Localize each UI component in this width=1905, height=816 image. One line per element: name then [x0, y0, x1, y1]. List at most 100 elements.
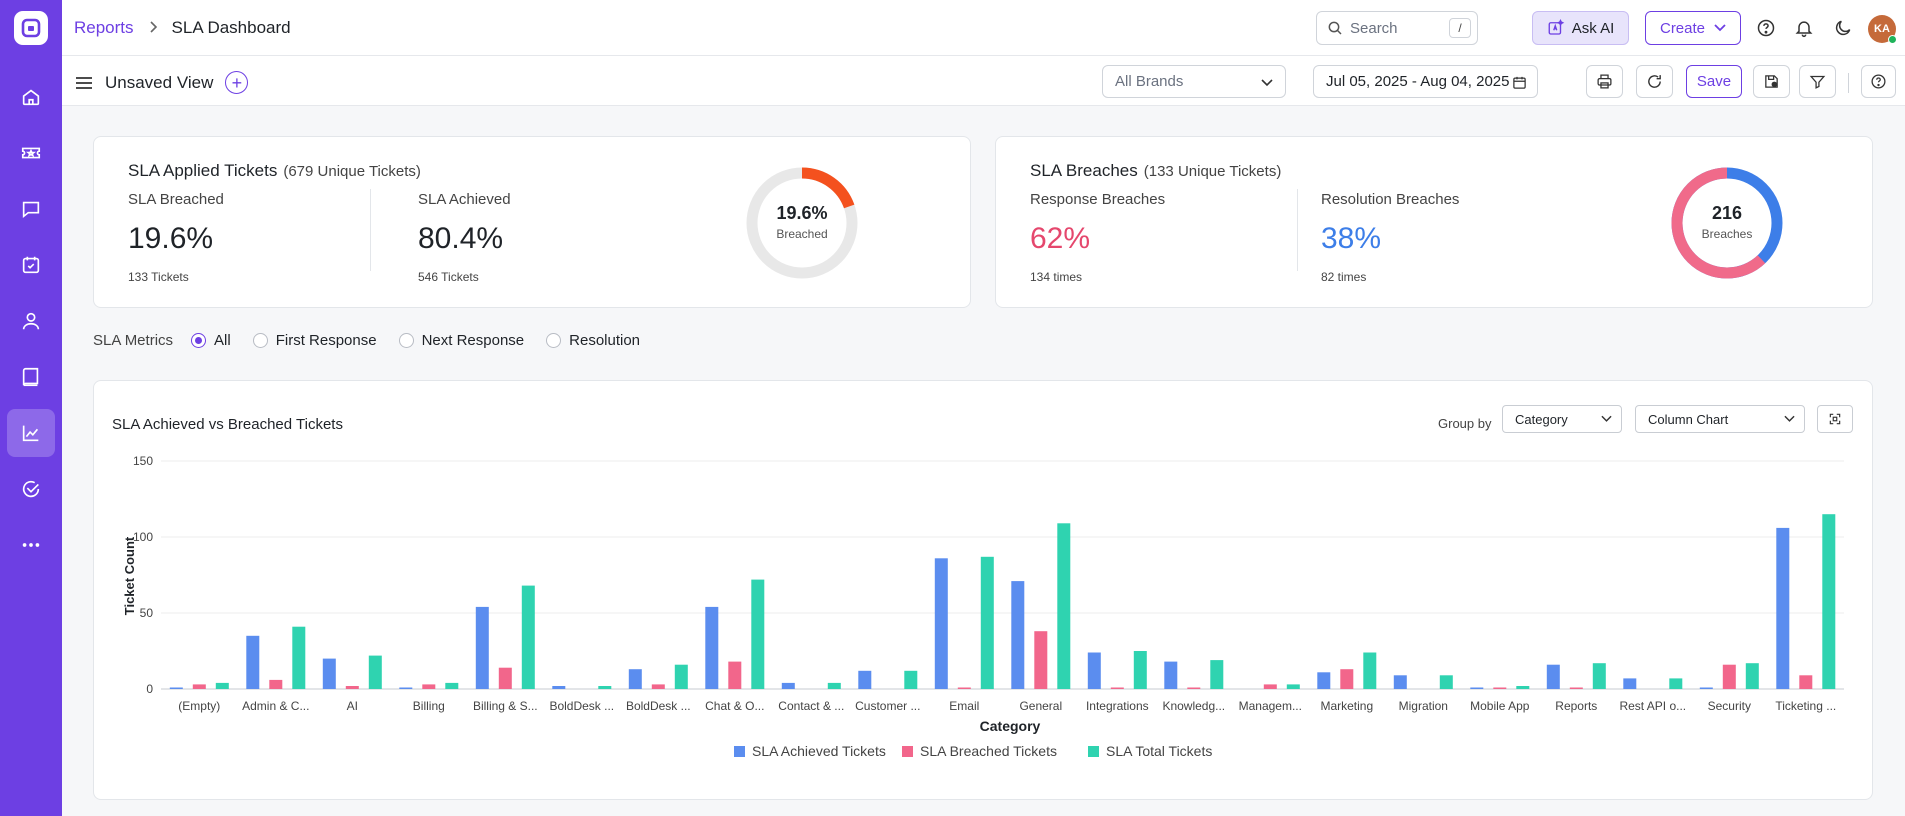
bar[interactable] — [1011, 581, 1025, 689]
bar[interactable] — [728, 661, 742, 689]
bar[interactable] — [781, 682, 795, 689]
bar[interactable] — [827, 682, 841, 689]
bar[interactable] — [169, 687, 183, 690]
add-view-button[interactable]: + — [225, 71, 249, 94]
bar[interactable] — [345, 686, 359, 689]
radio-circle[interactable] — [546, 333, 562, 348]
bar[interactable] — [1034, 631, 1048, 689]
app-logo[interactable] — [14, 11, 48, 45]
bar[interactable] — [1592, 663, 1606, 689]
bar[interactable] — [1745, 663, 1759, 689]
sidebar-item-approvals[interactable] — [7, 465, 55, 513]
sidebar-item-more[interactable] — [7, 521, 55, 569]
bar[interactable] — [934, 558, 948, 689]
bar[interactable] — [1799, 675, 1813, 689]
bar[interactable] — [498, 667, 512, 689]
hamburger-menu-icon[interactable] — [75, 75, 93, 91]
bar[interactable] — [1110, 687, 1124, 690]
sidebar-item-tickets[interactable] — [7, 129, 55, 177]
bar[interactable] — [1776, 527, 1790, 689]
bar[interactable] — [1516, 686, 1530, 689]
create-button[interactable]: Create — [1645, 11, 1741, 45]
breadcrumb-reports-link[interactable]: Reports — [74, 18, 134, 37]
bar[interactable] — [368, 655, 382, 689]
expand-chart-button[interactable] — [1817, 405, 1853, 433]
bar[interactable] — [957, 687, 971, 690]
bar[interactable] — [1187, 687, 1201, 690]
brands-select[interactable]: All Brands — [1102, 65, 1286, 98]
bar[interactable] — [215, 682, 229, 689]
bar[interactable] — [980, 556, 994, 689]
sidebar-item-knowledge-base[interactable] — [7, 353, 55, 401]
bar[interactable] — [651, 684, 665, 689]
bar[interactable] — [246, 635, 260, 689]
bar[interactable] — [705, 606, 719, 689]
refresh-button[interactable] — [1636, 65, 1673, 98]
bar[interactable] — [1164, 661, 1178, 689]
bar[interactable] — [475, 606, 489, 689]
bar[interactable] — [445, 682, 459, 689]
bar[interactable] — [628, 669, 642, 689]
bar[interactable] — [1057, 523, 1071, 689]
bar[interactable] — [322, 658, 336, 689]
bar[interactable] — [1393, 675, 1407, 689]
bar[interactable] — [1363, 652, 1377, 690]
bar[interactable] — [1569, 687, 1583, 690]
metric-radio-all[interactable]: All — [191, 332, 231, 349]
legend-item[interactable]: SLA Breached Tickets — [902, 743, 1057, 759]
bar[interactable] — [1317, 672, 1331, 689]
metric-radio-resolution[interactable]: Resolution — [546, 332, 640, 349]
save-as-button[interactable] — [1753, 65, 1790, 98]
filter-button[interactable] — [1799, 65, 1836, 98]
bar[interactable] — [904, 670, 918, 689]
bar[interactable] — [292, 626, 306, 689]
bar[interactable] — [1699, 687, 1713, 690]
legend-item[interactable]: SLA Achieved Tickets — [734, 743, 886, 759]
date-range-picker[interactable]: Jul 05, 2025 - Aug 04, 2025 — [1313, 65, 1538, 98]
bar[interactable] — [1210, 660, 1224, 689]
bar[interactable] — [1669, 678, 1683, 689]
bar[interactable] — [1546, 664, 1560, 689]
bar[interactable] — [552, 686, 566, 689]
bar[interactable] — [1133, 651, 1147, 689]
bar[interactable] — [674, 664, 688, 689]
bar[interactable] — [858, 670, 872, 689]
metric-radio-next-response[interactable]: Next Response — [398, 332, 524, 349]
bar[interactable] — [521, 585, 535, 689]
notifications-button[interactable] — [1793, 17, 1815, 39]
radio-circle[interactable] — [191, 333, 207, 348]
legend-item[interactable]: SLA Total Tickets — [1088, 743, 1212, 759]
sidebar-item-home[interactable] — [7, 73, 55, 121]
search-input[interactable]: Search / — [1316, 11, 1478, 45]
sidebar-item-tasks[interactable] — [7, 241, 55, 289]
radio-circle[interactable] — [398, 333, 414, 348]
help-button[interactable] — [1755, 17, 1777, 39]
bar[interactable] — [1263, 684, 1277, 689]
bar[interactable] — [1087, 652, 1101, 690]
radio-circle[interactable] — [252, 333, 268, 348]
bar[interactable] — [422, 684, 436, 689]
bar[interactable] — [1286, 684, 1300, 689]
bar[interactable] — [1470, 687, 1484, 690]
bar[interactable] — [1340, 669, 1354, 689]
metric-radio-first-response[interactable]: First Response — [252, 332, 377, 349]
bar[interactable] — [1623, 678, 1637, 689]
bar[interactable] — [192, 684, 206, 689]
save-button[interactable]: Save — [1686, 65, 1742, 98]
ask-ai-button[interactable]: Ask AI — [1532, 11, 1629, 45]
sidebar-item-contacts[interactable] — [7, 297, 55, 345]
bar[interactable] — [1493, 687, 1507, 690]
print-button[interactable] — [1586, 65, 1623, 98]
bar[interactable] — [1722, 664, 1736, 689]
dashboard-help-button[interactable] — [1861, 65, 1896, 98]
sidebar-item-chat[interactable] — [7, 185, 55, 233]
chart-type-select[interactable]: Column Chart — [1635, 405, 1805, 433]
sidebar-item-reports[interactable] — [7, 409, 55, 457]
bar[interactable] — [1822, 514, 1836, 689]
bar[interactable] — [751, 579, 765, 689]
avatar[interactable]: KA — [1868, 15, 1897, 44]
group-by-select[interactable]: Category — [1502, 405, 1622, 433]
bar[interactable] — [1439, 675, 1453, 689]
bar[interactable] — [269, 679, 283, 689]
theme-toggle-button[interactable] — [1832, 17, 1854, 39]
